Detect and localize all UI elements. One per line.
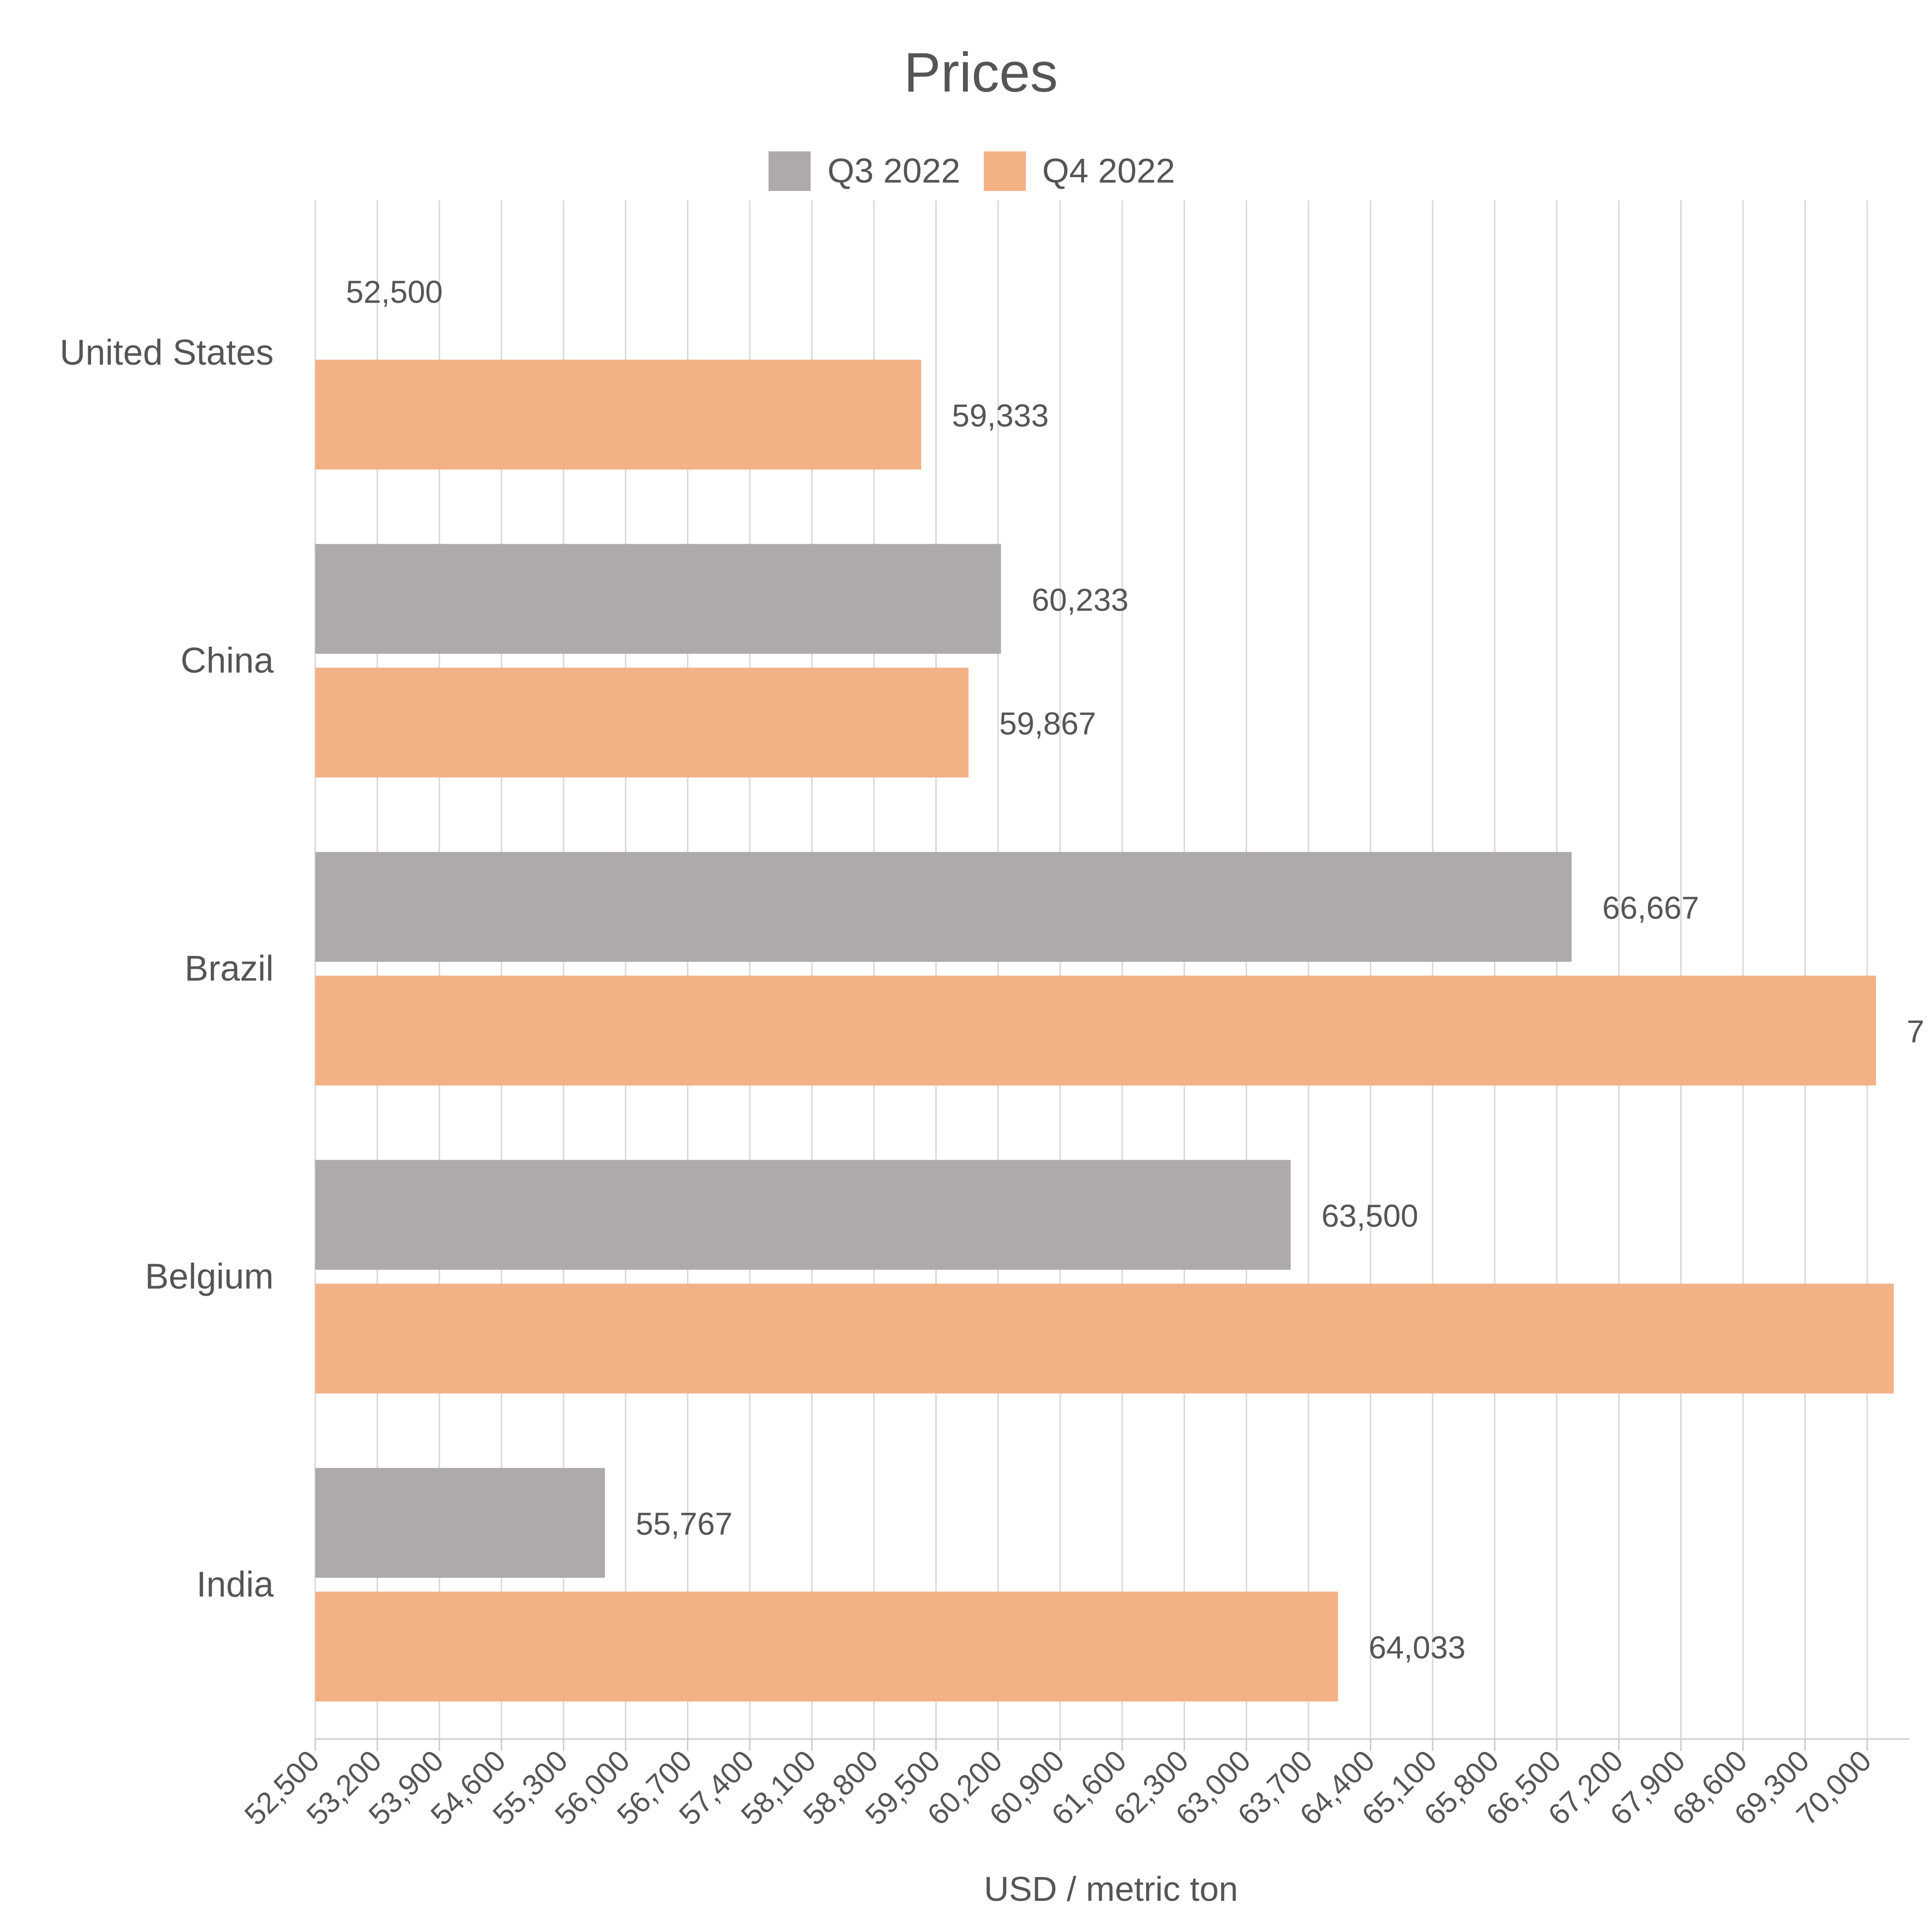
data-label: 66,667 [1602,890,1699,926]
legend-label: Q3 2022 [827,151,961,190]
legend-swatch [769,151,811,191]
bar-q3-2022 [315,544,1001,654]
bar-q4-2022 [315,976,1876,1085]
data-label: 63,500 [1321,1198,1418,1234]
bar-q3-2022 [315,1160,1291,1270]
data-label: 64,033 [1369,1630,1466,1665]
bar-q4-2022 [315,1283,1894,1394]
category-labels: United States China Brazil Belgium India [60,333,274,1604]
category-label: China [181,641,274,681]
x-tick-labels: 52,50053,20053,90054,60055,30056,00056,7… [238,1744,1878,1832]
bar-q4-2022 [315,360,921,470]
data-label: 59,333 [952,398,1049,433]
bar-q3-2022 [315,852,1572,962]
data-labels: 52,500 59,333 60,233 59,867 66,667 7 63,500 55,… [346,274,1925,1665]
legend: Q3 2022 Q4 2022 [769,151,1175,191]
bar-q4-2022 [315,1592,1338,1701]
bar-q4-2022 [315,667,969,778]
bars [315,360,1894,1701]
data-label: 55,767 [635,1506,732,1542]
legend-swatch [984,151,1026,191]
bar-q3-2022 [315,1468,605,1578]
gridlines [314,200,1909,1751]
chart-title: Prices [904,42,1058,103]
category-label: Brazil [185,949,274,989]
data-label: 7 [1907,1014,1925,1049]
category-label: India [196,1565,274,1604]
category-label: United States [60,333,274,373]
data-label: 59,867 [999,706,1096,742]
category-label: Belgium [145,1257,274,1297]
data-label: 60,233 [1032,582,1129,618]
x-axis-label: USD / metric ton [984,1870,1238,1908]
data-label: 52,500 [346,274,443,310]
legend-label: Q4 2022 [1042,151,1175,190]
